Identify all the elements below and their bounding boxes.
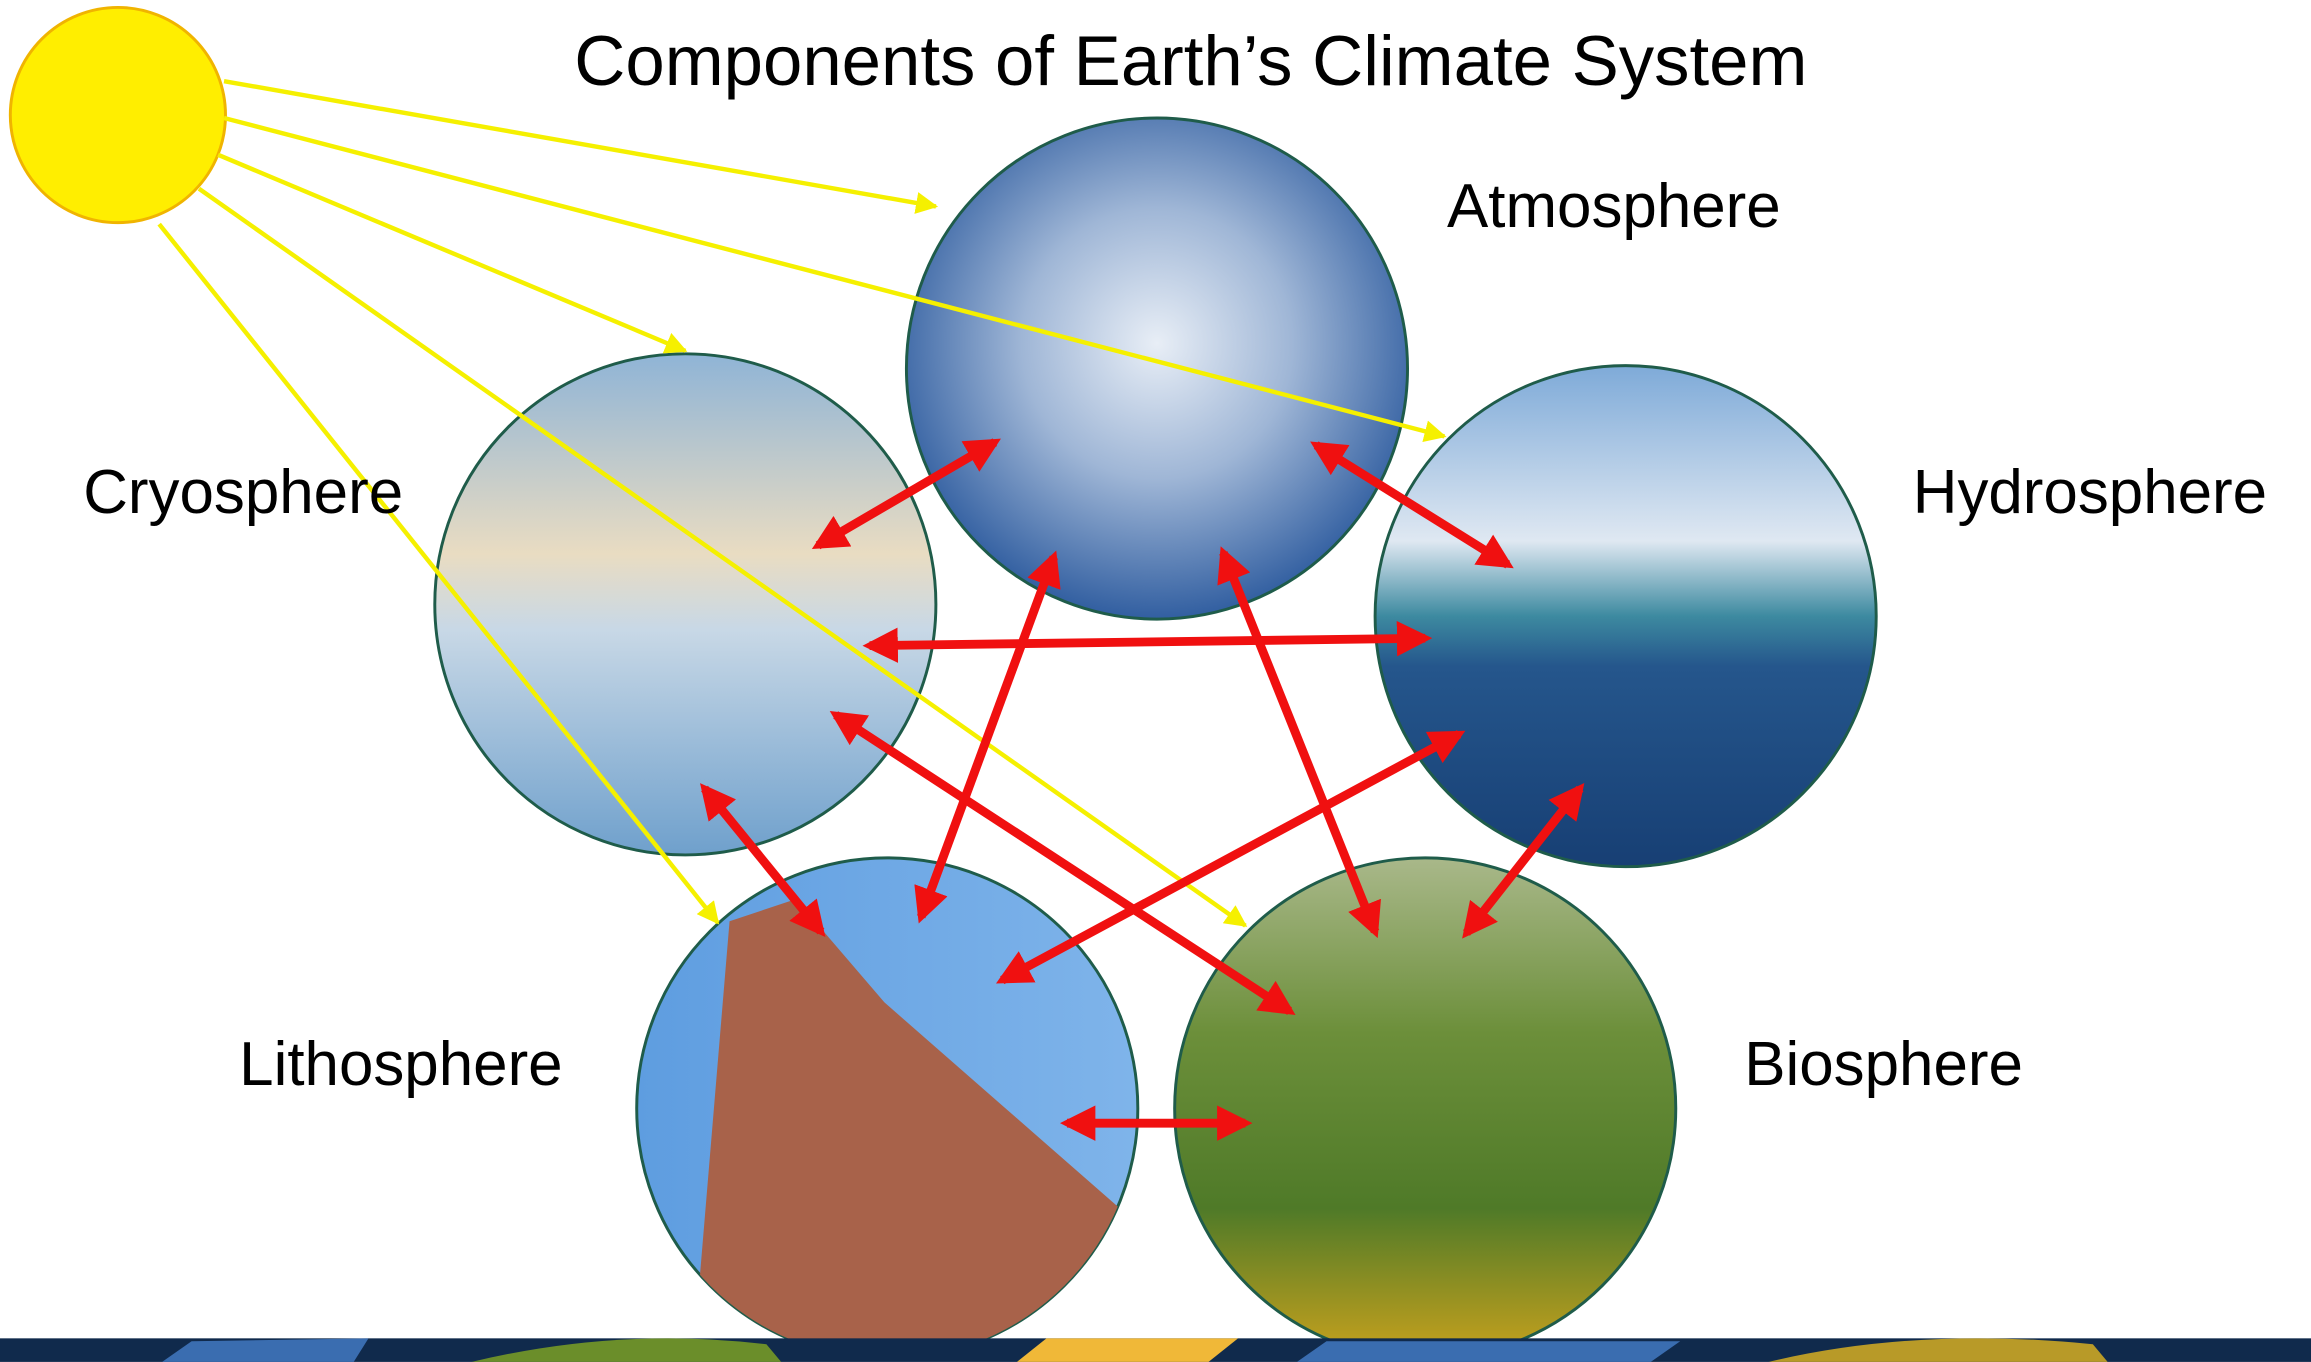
page: {"title": "Components of Earth’s Climate… xyxy=(0,0,2311,1362)
sun xyxy=(10,7,225,222)
node-label: Lithosphere xyxy=(239,1030,562,1099)
arrow xyxy=(870,638,1426,645)
title: Components of Earth’s Climate System xyxy=(574,21,1807,100)
footer-band xyxy=(0,1338,2311,1362)
cryosphere-image xyxy=(435,354,936,855)
biosphere-image xyxy=(1175,858,1676,1359)
node-label: Hydrosphere xyxy=(1913,458,2267,527)
arrow xyxy=(921,557,1054,917)
footer-shape xyxy=(1017,1338,1238,1362)
footer-shape xyxy=(1297,1341,1680,1362)
node-label: Cryosphere xyxy=(83,458,403,527)
hydrosphere-image xyxy=(1375,366,1876,867)
node-label: Atmosphere xyxy=(1447,172,1781,241)
node-label: Biosphere xyxy=(1744,1030,2023,1099)
footer-shape xyxy=(162,1338,368,1362)
arrow xyxy=(1223,553,1375,932)
diagram: Components of Earth’s Climate System Atm… xyxy=(0,0,2311,1362)
atmosphere-image xyxy=(906,118,1407,619)
